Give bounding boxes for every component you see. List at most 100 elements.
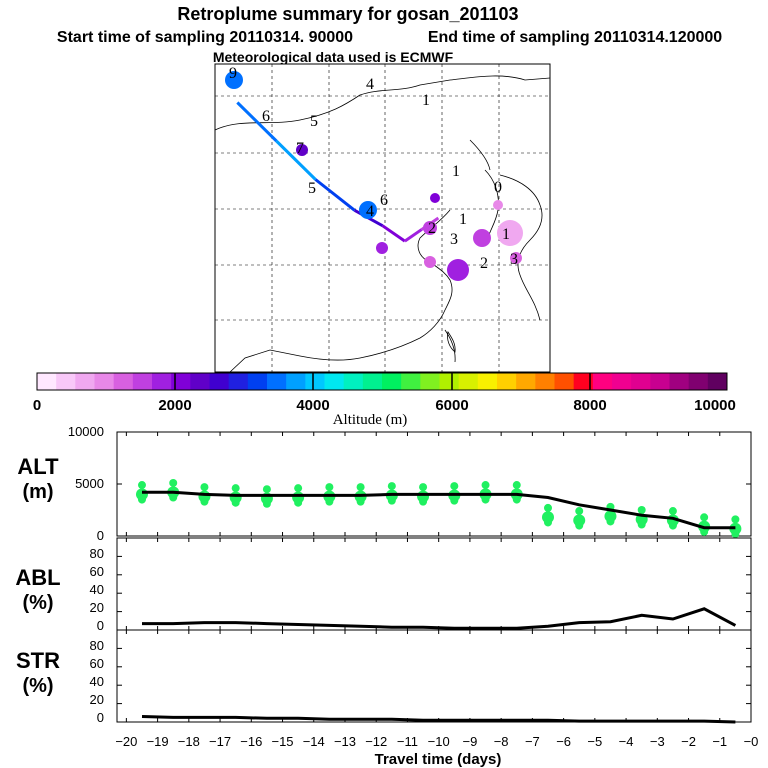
map-cluster-label: 1 (502, 226, 510, 243)
map-cluster-label: 5 (310, 113, 318, 130)
colorbar-swatch (420, 373, 440, 390)
trajectory-segment (236, 101, 278, 143)
alt-cluster-point (668, 507, 677, 516)
abl-ytick: 80 (90, 546, 104, 561)
colorbar-swatch (612, 373, 632, 390)
map-cluster-marker (359, 201, 377, 219)
alt-cluster-point (294, 498, 303, 507)
map-cluster-label: 5 (308, 180, 316, 197)
colorbar-tick: 6000 (435, 397, 468, 414)
x-tick-label: −16 (240, 734, 262, 749)
alt-panel-label: ALT (17, 454, 59, 479)
alt-cluster-point (543, 518, 552, 527)
colorbar-tick: 8000 (573, 397, 606, 414)
x-tick-label: −17 (209, 734, 231, 749)
alt-cluster-point (137, 481, 146, 490)
colorbar-tick: 10000 (694, 397, 736, 414)
x-tick-label: −9 (463, 734, 478, 749)
colorbar-swatch (56, 373, 76, 390)
alt-cluster-point (450, 482, 459, 491)
map-cluster-label: 7 (296, 140, 304, 157)
alt-cluster-point (262, 499, 271, 508)
alt-cluster-point (575, 521, 584, 530)
colorbar-swatch (171, 373, 191, 390)
map-cluster-marker (423, 221, 437, 235)
alt-cluster-point (356, 483, 365, 492)
str-ytick: 20 (90, 692, 104, 707)
alt-cluster-point (637, 520, 646, 529)
colorbar-swatch (267, 373, 287, 390)
colorbar-frame (36, 372, 728, 391)
trajectory-segment (275, 139, 317, 181)
abl-panel: ABL (%) 80 60 40 20 0 (15, 537, 752, 633)
colorbar-swatch (477, 373, 498, 390)
abl-ytick: 40 (90, 582, 104, 597)
colorbar-swatch (324, 373, 345, 390)
colorbar-swatch (305, 373, 325, 390)
colorbar-tick: 2000 (158, 397, 191, 414)
alt-cluster-point (700, 527, 709, 536)
colorbar-swatch (688, 373, 709, 390)
x-tick-label: −1 (712, 734, 727, 749)
abl-panel-unit: (%) (22, 592, 53, 614)
start-time-label: Start time of sampling 20110314. 90000 (57, 29, 353, 46)
alt-frame (116, 431, 752, 537)
colorbar-swatch (573, 373, 594, 390)
x-tick-label: −7 (525, 734, 540, 749)
str-ytick: 60 (90, 656, 104, 671)
x-tick-label: −13 (334, 734, 356, 749)
alt-cluster-point (731, 529, 740, 538)
x-tick-label: −11 (397, 734, 418, 749)
colorbar-swatch (382, 373, 402, 390)
colorbar-tick: 4000 (296, 397, 329, 414)
trajectory-segment (381, 224, 406, 243)
colorbar-swatch (247, 373, 268, 390)
alt-cluster-point (606, 517, 615, 526)
colorbar-swatch (631, 373, 651, 390)
alt-cluster-point (325, 483, 334, 492)
alt-cluster-point (200, 497, 209, 506)
x-tick-label: −12 (365, 734, 387, 749)
map-gridlines (215, 64, 550, 372)
alt-ytick: 0 (97, 528, 104, 543)
alt-cluster-point (450, 496, 459, 505)
alt-panel: ALT (m) 10000 5000 0 (17, 424, 752, 543)
figure-title: Retroplume summary for gosan_201103 (177, 4, 518, 24)
colorbar-swatch (535, 373, 555, 390)
colorbar-swatch (132, 373, 153, 390)
str-series-line (141, 715, 736, 724)
map-cluster-label: 3 (450, 231, 458, 248)
end-time-label: End time of sampling 20110314.120000 (428, 29, 722, 46)
alt-cluster-point (637, 506, 646, 514)
x-tick-label: −15 (271, 734, 293, 749)
x-tick-label: −14 (303, 734, 325, 749)
str-ytick: 40 (90, 674, 104, 689)
map-cluster-label: 4 (366, 203, 374, 220)
x-tick-label: −8 (494, 734, 509, 749)
colorbar-swatch (592, 373, 613, 390)
alt-cluster-point (200, 483, 209, 492)
alt-cluster-point (387, 496, 396, 505)
alt-cluster-point (231, 498, 240, 507)
met-data-label: Meteorological data used is ECMWF (213, 49, 454, 65)
colorbar-swatch (228, 373, 249, 390)
alt-cluster-point (419, 497, 428, 506)
map-cluster-marker (424, 256, 436, 268)
x-tick-label: −0 (744, 734, 759, 749)
alt-ytick: 5000 (75, 476, 104, 491)
alt-cluster-point (231, 484, 240, 493)
x-tick-label: −3 (650, 734, 665, 749)
colorbar-swatch (113, 373, 134, 390)
colorbar-label: Altitude (m) (333, 412, 408, 428)
map-cluster-marker (430, 193, 440, 203)
alt-cluster-point (668, 521, 677, 530)
colorbar-swatch (286, 373, 306, 390)
abl-ytick: 60 (90, 564, 104, 579)
map-cluster-label: 2 (428, 220, 436, 237)
alt-cluster-point (481, 495, 490, 504)
x-tick-label: −19 (147, 734, 169, 749)
str-ytick: 80 (90, 638, 104, 653)
colorbar-swatch (458, 373, 479, 390)
